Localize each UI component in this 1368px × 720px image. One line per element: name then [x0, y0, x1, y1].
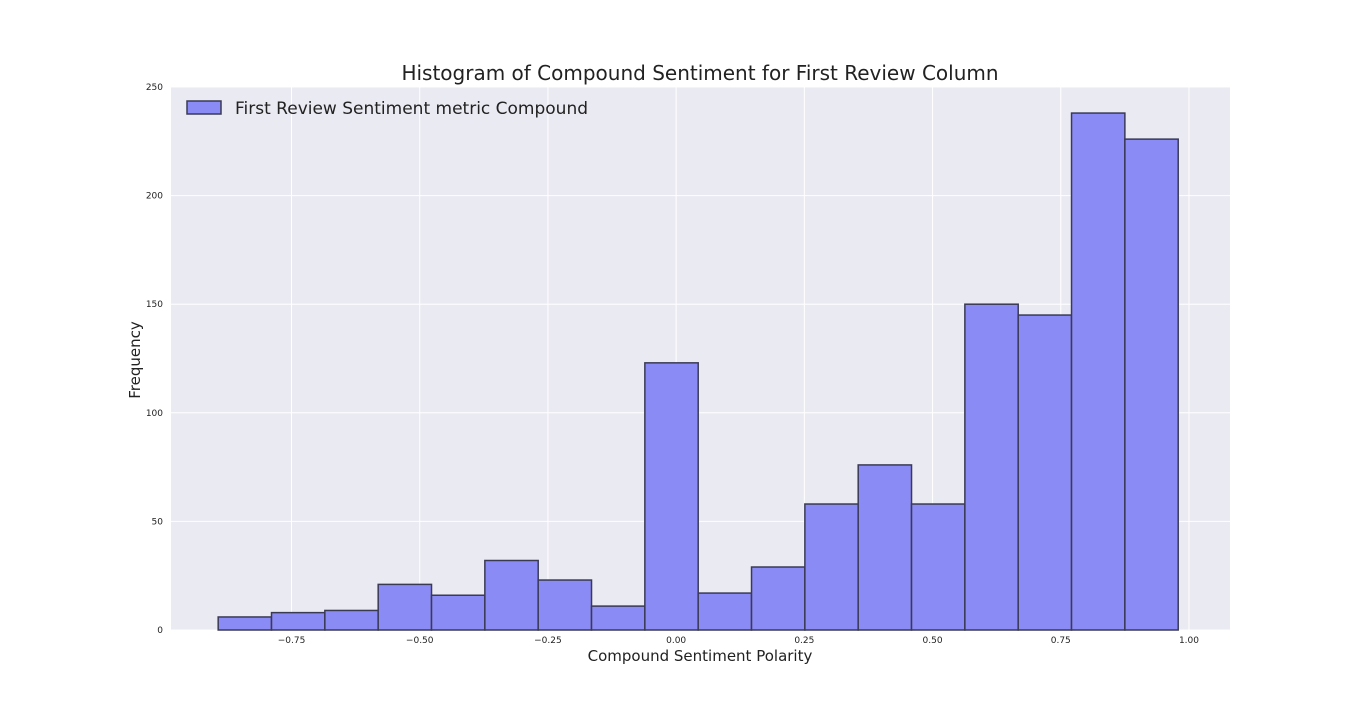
histogram-bar: [1017, 314, 1073, 631]
y-axis-label: Frequency: [126, 321, 144, 399]
legend-label: First Review Sentiment metric Compound: [235, 99, 588, 119]
x-tick-label: 0.00: [666, 636, 686, 646]
histogram-bar: [910, 503, 966, 631]
y-tick-label: 200: [146, 192, 163, 202]
y-tick-label: 50: [152, 517, 164, 527]
legend: First Review Sentiment metric Compound: [186, 99, 588, 119]
y-tick-label: 150: [146, 300, 163, 310]
y-tick-label: 0: [157, 626, 163, 636]
histogram-bar: [377, 583, 433, 631]
x-axis-label: Compound Sentiment Polarity: [588, 647, 813, 665]
histogram-bar: [964, 303, 1019, 631]
chart-title: Histogram of Compound Sentiment for Firs…: [401, 61, 998, 85]
histogram-bar: [430, 594, 486, 631]
histogram-bar: [270, 611, 326, 631]
x-tick-label: 0.50: [923, 636, 943, 646]
histogram-bar: [537, 579, 593, 631]
y-axis-ticks: 0 50 100 150 200 250: [146, 83, 163, 636]
x-tick-label: −0.50: [406, 636, 434, 646]
histogram-bar: [644, 362, 699, 631]
histogram-bar: [857, 464, 913, 631]
histogram-bar: [217, 616, 273, 631]
histogram-bar: [1124, 138, 1179, 631]
y-tick-label: 100: [146, 409, 163, 419]
x-tick-label: −0.25: [534, 636, 562, 646]
x-tick-label: −0.75: [278, 636, 306, 646]
histogram-bars: [217, 112, 1179, 631]
legend-swatch: [186, 100, 222, 115]
histogram-bar: [1070, 112, 1126, 631]
histogram-bar: [697, 592, 753, 631]
x-tick-label: 0.25: [794, 636, 814, 646]
histogram-bar: [324, 609, 379, 631]
histogram-bar: [590, 605, 646, 631]
histogram-bar: [484, 559, 539, 631]
y-tick-label: 250: [146, 83, 163, 93]
x-axis-ticks: −0.75 −0.50 −0.25 0.00 0.25 0.50 0.75 1.00: [278, 636, 1200, 646]
x-tick-label: 1.00: [1179, 636, 1199, 646]
x-tick-label: 0.75: [1051, 636, 1071, 646]
histogram-bar: [804, 503, 859, 631]
histogram-bar: [750, 566, 806, 631]
